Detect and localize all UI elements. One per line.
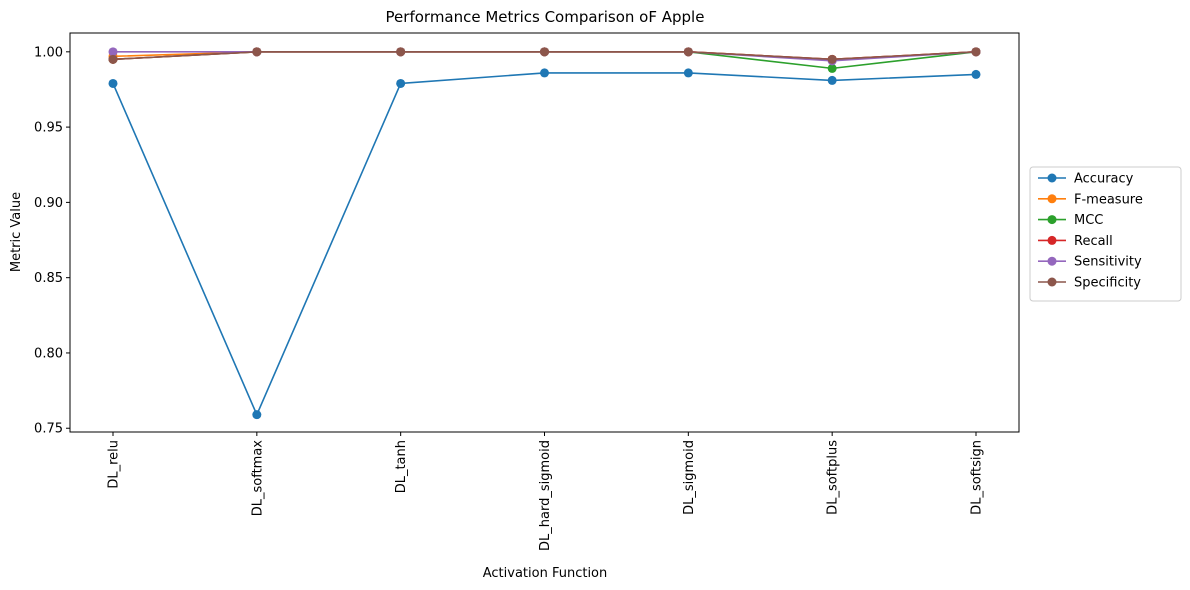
legend-marker [1047,235,1057,245]
data-point [683,68,693,78]
data-point [827,54,837,64]
data-point [827,63,837,73]
y-tick-label: 0.85 [34,271,63,286]
data-point [971,47,981,57]
y-axis: 0.75 0.80 0.85 0.90 0.95 1.00 [34,45,70,437]
legend-marker [1047,277,1057,287]
data-point [540,47,549,57]
legend-item: Sensitivity [1038,255,1142,270]
x-axis: DL_relu DL_softmax DL_tanh DL_hard_sigmoid D… [107,432,985,551]
x-tick-label: DL_softplus [826,440,841,515]
legend-label: Sensitivity [1074,255,1142,270]
legend-marker [1047,256,1057,266]
data-point [683,47,693,57]
legend-marker [1047,173,1057,183]
y-tick-label: 0.75 [34,422,63,437]
x-axis-title: Activation Function [483,566,608,581]
data-point [827,75,837,85]
x-tick-label: DL_sigmoid [682,440,697,515]
series-specificity [108,47,981,64]
x-tick-label: DL_tanh [394,440,409,493]
legend-item: MCC [1038,213,1103,228]
data-point [396,47,406,57]
legend-label: Accuracy [1074,172,1134,187]
legend-label: MCC [1074,213,1103,228]
y-tick-label: 0.80 [34,346,63,361]
y-axis-title: Metric Value [9,192,24,272]
plot-frame [69,32,1020,433]
data-point [396,78,406,88]
legend-label: Recall [1074,234,1113,249]
legend-item: Recall [1038,234,1113,249]
data-point [108,78,118,88]
legend-marker [1047,194,1057,204]
plot-area [108,47,981,420]
legend: Accuracy F-measure MCC Recall Sensitivity Spe… [1029,166,1182,302]
legend-label: F-measure [1074,192,1143,207]
series-line [112,72,977,416]
data-point [108,54,118,64]
data-point [252,47,262,57]
legend-box [1029,166,1182,302]
y-tick-label: 1.00 [34,45,63,60]
x-tick-label: DL_relu [107,440,122,489]
chart-title: Performance Metrics Comparison oF Apple [386,8,705,26]
legend-label: Specificity [1074,276,1141,291]
legend-item: F-measure [1038,192,1143,207]
series-accuracy [108,68,981,420]
x-tick-label: DL_softsign [970,440,985,515]
y-tick-label: 0.95 [34,121,63,136]
legend-item: Accuracy [1038,172,1134,187]
data-point [252,410,262,420]
x-tick-label: DL_softmax [250,440,265,517]
data-point [108,47,118,57]
legend-marker [1047,215,1057,225]
data-point [971,69,981,79]
legend-item: Specificity [1038,276,1141,291]
y-tick-label: 0.90 [34,196,63,211]
data-point [540,68,549,78]
x-tick-label: DL_hard_sigmoid [538,440,553,551]
